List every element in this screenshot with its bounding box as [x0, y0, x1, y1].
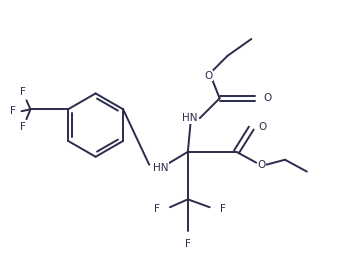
Text: O: O [258, 122, 267, 132]
Text: F: F [154, 204, 160, 214]
Text: F: F [185, 239, 191, 249]
Text: F: F [20, 122, 26, 132]
Text: F: F [20, 87, 26, 97]
Text: O: O [205, 71, 213, 81]
Text: O: O [257, 160, 266, 170]
Text: F: F [220, 204, 225, 214]
Text: HN: HN [153, 163, 169, 173]
Text: F: F [10, 106, 16, 116]
Text: O: O [263, 93, 271, 103]
Text: HN: HN [182, 113, 198, 123]
